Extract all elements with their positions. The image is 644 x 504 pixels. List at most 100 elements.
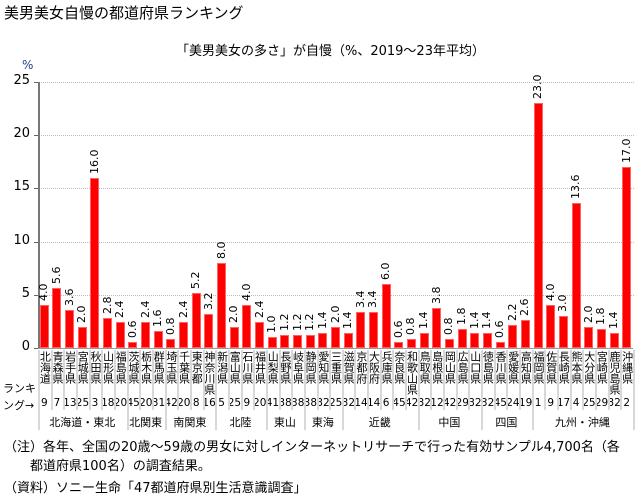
ranking-value: 42: [164, 397, 178, 409]
bar: [368, 311, 378, 348]
column-separator: [557, 350, 560, 410]
column-separator: [367, 350, 370, 410]
x-tick-label: 長崎県: [557, 351, 571, 384]
bar: [356, 311, 366, 348]
x-tick-label: 和歌山県: [405, 351, 419, 395]
ranking-value: 20: [253, 397, 267, 409]
ranking-value: 5: [218, 397, 225, 409]
y-tick-label: 15: [13, 179, 30, 195]
bar: [495, 341, 505, 348]
region-separator: [341, 410, 344, 430]
data-label: 17.0: [619, 138, 633, 164]
column-separator: [392, 350, 395, 410]
region-label: 東山: [273, 416, 296, 429]
data-label: 13.6: [569, 174, 583, 200]
data-label: 0.6: [391, 320, 405, 338]
region-separator: [265, 410, 268, 430]
column-separator: [139, 350, 142, 410]
x-tick-label: 岩手県: [63, 351, 77, 384]
x-tick-label: 岡山県: [443, 351, 457, 384]
column-separator: [316, 350, 319, 410]
data-label: 3.0: [556, 294, 570, 313]
x-tick-label: 大分県: [582, 351, 596, 384]
bar: [267, 337, 277, 348]
column-separator: [607, 350, 610, 410]
x-tick-label: 福岡県: [532, 351, 546, 384]
column-separator: [113, 350, 116, 410]
data-label: 1.8: [455, 307, 469, 325]
bar: [128, 341, 138, 348]
bar: [204, 313, 214, 348]
x-tick-label: 岐阜県: [291, 351, 305, 384]
region-separator: [38, 410, 40, 430]
column-separator: [202, 350, 205, 410]
x-tick-label: 広島県: [456, 351, 470, 384]
data-label: 2.4: [138, 300, 152, 319]
ranking-value: 20: [177, 397, 191, 409]
x-tick-label: 福井県: [253, 351, 267, 384]
gridline: [38, 135, 634, 137]
x-tick-label: 石川県: [240, 351, 254, 384]
ranking-value: 19: [518, 397, 533, 409]
data-label: 1.4: [607, 311, 620, 330]
gridline: [38, 241, 634, 243]
column-separator: [50, 350, 53, 410]
bar: [331, 326, 340, 348]
column-separator: [405, 350, 408, 410]
ranking-value: 32: [468, 397, 482, 409]
data-label: 1.0: [265, 315, 279, 334]
bar: [191, 292, 201, 348]
bar: [217, 262, 227, 348]
column-separator: [341, 350, 344, 410]
data-label: 0.8: [404, 317, 418, 336]
bar: [255, 322, 265, 348]
data-label: 2.2: [505, 303, 519, 321]
region-separator: [531, 410, 534, 430]
column-separator: [278, 350, 281, 410]
ranking-value: 31: [151, 397, 166, 409]
x-tick-label: 宮崎県: [595, 351, 609, 384]
x-tick-label: 新潟県: [215, 351, 229, 384]
x-tick-label: 宮城県: [76, 351, 90, 384]
ranking-value: 29: [455, 397, 469, 409]
column-separator: [620, 350, 623, 410]
ranking-value: 3: [91, 397, 99, 409]
column-separator: [506, 350, 509, 410]
column-separator: [379, 350, 382, 410]
y-tick-label: 5: [21, 285, 30, 301]
x-tick-label: 茨城県: [126, 351, 140, 384]
ranking-value: 32: [417, 397, 431, 409]
column-separator: [63, 350, 66, 410]
ranking-value: 9: [40, 397, 48, 409]
ranking-value: 32: [341, 397, 356, 409]
ranking-value: 32: [607, 397, 621, 409]
data-label: 3.4: [366, 290, 380, 308]
ranking-value: 32: [480, 397, 495, 409]
data-label: 4.0: [239, 283, 253, 302]
ranking-value: 25: [227, 397, 242, 409]
column-separator: [227, 350, 230, 410]
x-tick-label: 福島県: [114, 351, 128, 384]
x-tick-label: 山口県: [468, 351, 482, 384]
data-label: 1.2: [290, 313, 304, 332]
x-tick-label: 埼玉県: [164, 351, 178, 384]
x-tick-label: 佐賀県: [544, 351, 558, 384]
page-title: 美男美女自慢の都道府県ランキング: [4, 4, 244, 22]
ranking-value: 14: [354, 397, 368, 409]
column-separator: [88, 350, 91, 410]
ranking-value: 2: [623, 397, 630, 409]
bar: [343, 333, 353, 348]
x-tick-label: 東京都: [190, 351, 204, 384]
data-label: 16.0: [87, 149, 101, 174]
ranking-value: 9: [243, 397, 251, 409]
bar: [280, 335, 290, 348]
data-label: 4.0: [37, 283, 51, 302]
ranking-label-line-2: ング→: [3, 399, 35, 412]
bar: [558, 316, 568, 348]
region-separator: [481, 410, 484, 430]
x-tick-label: 熊本県: [570, 351, 584, 384]
ranking-value: 14: [366, 397, 381, 409]
column-separator: [215, 350, 218, 410]
y-axis: [38, 82, 40, 348]
region-label: 南関東: [173, 416, 207, 429]
